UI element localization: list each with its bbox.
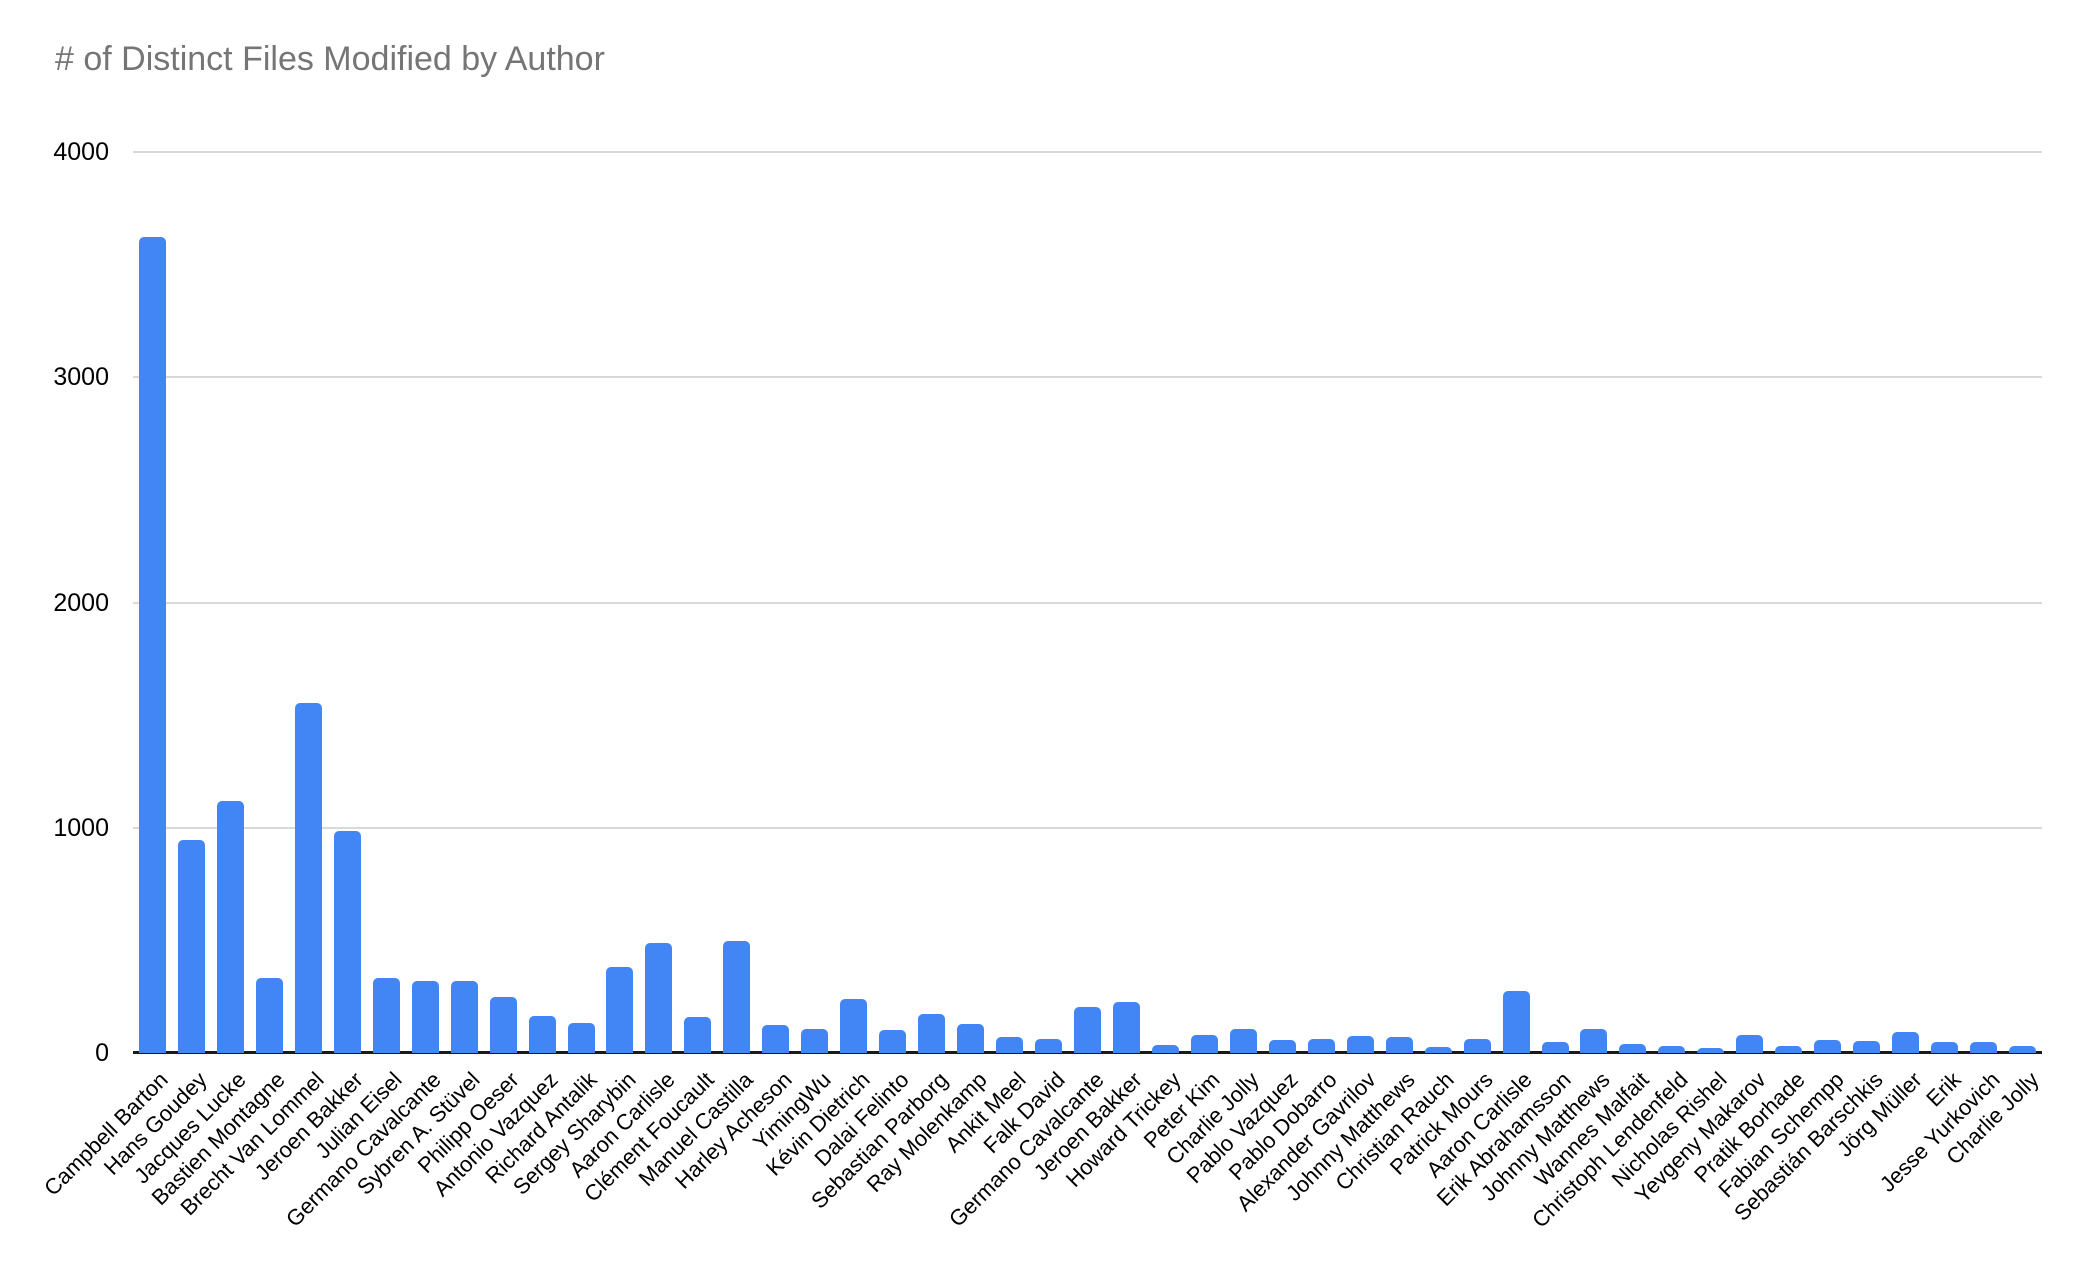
bar-pratik-borhade[interactable] [1775, 1046, 1803, 1053]
bar-patrick-mours[interactable] [1463, 1039, 1491, 1053]
bar-sebastian-parborg[interactable] [918, 1014, 946, 1053]
gridline-2000 [133, 601, 2042, 604]
bar-howard-trickey[interactable] [1151, 1045, 1179, 1053]
bar-dalai-felinto[interactable] [879, 1030, 907, 1053]
gridline-4000 [133, 151, 2042, 153]
bar-germano-cavalcante[interactable] [411, 981, 439, 1053]
bar-sergey-sharybin[interactable] [606, 967, 634, 1053]
bar-brecht-van-lommel[interactable] [294, 703, 322, 1053]
bar-charlie-jolly[interactable] [1229, 1029, 1257, 1053]
gridline-1000 [133, 826, 2042, 829]
bar-jacques-lucke[interactable] [216, 801, 244, 1053]
bar-falk-david[interactable] [1035, 1039, 1063, 1053]
bar-christoph-lendenfeld[interactable] [1658, 1046, 1686, 1053]
bar-erik-abrahamsson[interactable] [1541, 1042, 1569, 1053]
bar-aaron-carlisle[interactable] [645, 943, 673, 1053]
bar-sybren-a-st-vel[interactable] [450, 981, 478, 1053]
y-axis-tick-label: 1000 [53, 813, 109, 842]
bar-campbell-barton[interactable] [138, 237, 166, 1053]
bar-manuel-castilla[interactable] [723, 941, 751, 1053]
bar-christian-rauch[interactable] [1424, 1047, 1452, 1053]
bar-erik[interactable] [1931, 1042, 1959, 1053]
bar-johnny-matthews[interactable] [1385, 1037, 1413, 1053]
bar-ray-molenkamp[interactable] [957, 1024, 985, 1053]
bar-antonio-vazquez[interactable] [528, 1016, 556, 1053]
bar-k-vin-dietrich[interactable] [840, 999, 868, 1053]
bar-hans-goudey[interactable] [177, 840, 205, 1053]
bar-fabian-schempp[interactable] [1814, 1040, 1842, 1053]
bar-sebasti-n-barschkis[interactable] [1853, 1041, 1881, 1053]
bar-cl-ment-foucault[interactable] [684, 1017, 712, 1053]
bar-peter-kim[interactable] [1190, 1035, 1218, 1053]
bar-harley-acheson[interactable] [762, 1025, 790, 1053]
bar-pablo-vazquez[interactable] [1268, 1040, 1296, 1053]
bar-aaron-carlisle[interactable] [1502, 991, 1530, 1053]
chart-title: # of Distinct Files Modified by Author [55, 40, 605, 78]
y-axis-tick-label: 2000 [53, 588, 109, 617]
bar-jeroen-bakker[interactable] [333, 831, 361, 1053]
y-axis-tick-label: 3000 [53, 363, 109, 392]
bar-jesse-yurkovich[interactable] [1970, 1042, 1998, 1053]
bar-charlie-jolly[interactable] [2009, 1046, 2037, 1053]
bar-ankit-meel[interactable] [996, 1037, 1024, 1053]
y-axis-tick-label: 0 [95, 1039, 109, 1067]
bar-julian-eisel[interactable] [372, 978, 400, 1053]
y-axis-tick-label: 4000 [53, 138, 109, 166]
bar-yimingwu[interactable] [801, 1029, 829, 1053]
bar-germano-cavalcante[interactable] [1074, 1007, 1101, 1053]
bar-johnny-matthews[interactable] [1580, 1029, 1608, 1053]
bar-yevgeny-makarov[interactable] [1736, 1035, 1764, 1053]
bar-alexander-gavrilov[interactable] [1346, 1036, 1374, 1053]
bar-j-rg-m-ller[interactable] [1892, 1032, 1920, 1053]
bar-bastien-montagne[interactable] [255, 978, 283, 1053]
bar-pablo-dobarro[interactable] [1307, 1039, 1335, 1053]
bar-richard-antalik[interactable] [567, 1023, 595, 1053]
bar-jeroen-bakker[interactable] [1112, 1002, 1140, 1053]
bar-wannes-malfait[interactable] [1619, 1044, 1647, 1053]
gridline-3000 [133, 376, 2042, 379]
bar-nicholas-rishel[interactable] [1697, 1048, 1725, 1053]
bar-philipp-oeser[interactable] [489, 997, 517, 1053]
plot-area [133, 151, 2042, 1054]
